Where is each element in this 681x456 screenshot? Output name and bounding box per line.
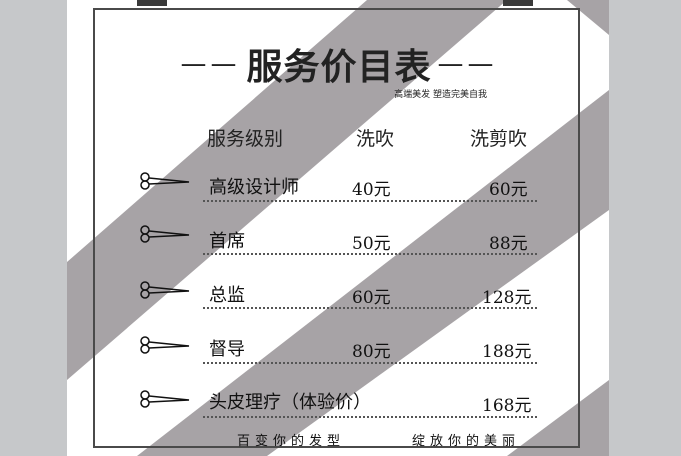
scissors-icon (140, 172, 190, 190)
header-wash-cut-blow: 洗剪吹 (470, 128, 528, 150)
row-wash-blow-1: 40元 (352, 180, 391, 200)
row-wash-cut-blow-3: 128元 (482, 288, 532, 308)
header-wash-blow: 洗吹 (356, 128, 395, 150)
row-wash-blow-3: 60元 (352, 288, 391, 308)
row-wash-cut-blow-5: 168元 (482, 396, 532, 416)
row-wash-cut-blow-2: 88元 (489, 234, 528, 254)
inner-frame (93, 8, 580, 448)
row-name-2: 首席 (209, 231, 245, 252)
row-wash-cut-blow-4: 188元 (482, 342, 532, 362)
subtitle: 高端美发 塑造完美自我 (394, 90, 487, 100)
header-level: 服务级别 (207, 128, 284, 150)
row-wash-cut-blow-1: 60元 (489, 180, 528, 200)
footer-right: 绽放你的美丽 (412, 434, 521, 449)
row-wash-blow-4: 80元 (352, 342, 391, 362)
title-dash-left: —— (180, 49, 241, 79)
row-wash-blow-2: 50元 (352, 234, 391, 254)
row-name-1: 高级设计师 (209, 177, 299, 198)
price-menu-card: —— 服务价目表 —— 高端美发 塑造完美自我 服务级别 洗吹 洗剪吹 高级设计… (67, 0, 609, 456)
top-tab-left (137, 0, 167, 6)
row-name-5: 头皮理疗（体验价） (209, 392, 371, 413)
row-divider-1 (203, 200, 537, 202)
row-divider-2 (203, 253, 537, 255)
row-name-4: 督导 (209, 339, 245, 360)
scissors-icon (140, 336, 190, 354)
top-tab-right (503, 0, 533, 6)
row-divider-4 (203, 362, 537, 364)
diagonal-stripes (67, 0, 609, 456)
page-title: —— 服务价目表 —— (174, 38, 504, 90)
title-dash-right: —— (437, 49, 498, 79)
scissors-icon (140, 281, 190, 299)
row-name-3: 总监 (209, 285, 245, 306)
scissors-icon (140, 390, 190, 408)
footer-left: 百变你的发型 (237, 434, 346, 449)
scissors-icon (140, 225, 190, 243)
row-divider-5 (203, 416, 537, 418)
row-divider-3 (203, 307, 537, 309)
title-text: 服务价目表 (246, 47, 432, 88)
